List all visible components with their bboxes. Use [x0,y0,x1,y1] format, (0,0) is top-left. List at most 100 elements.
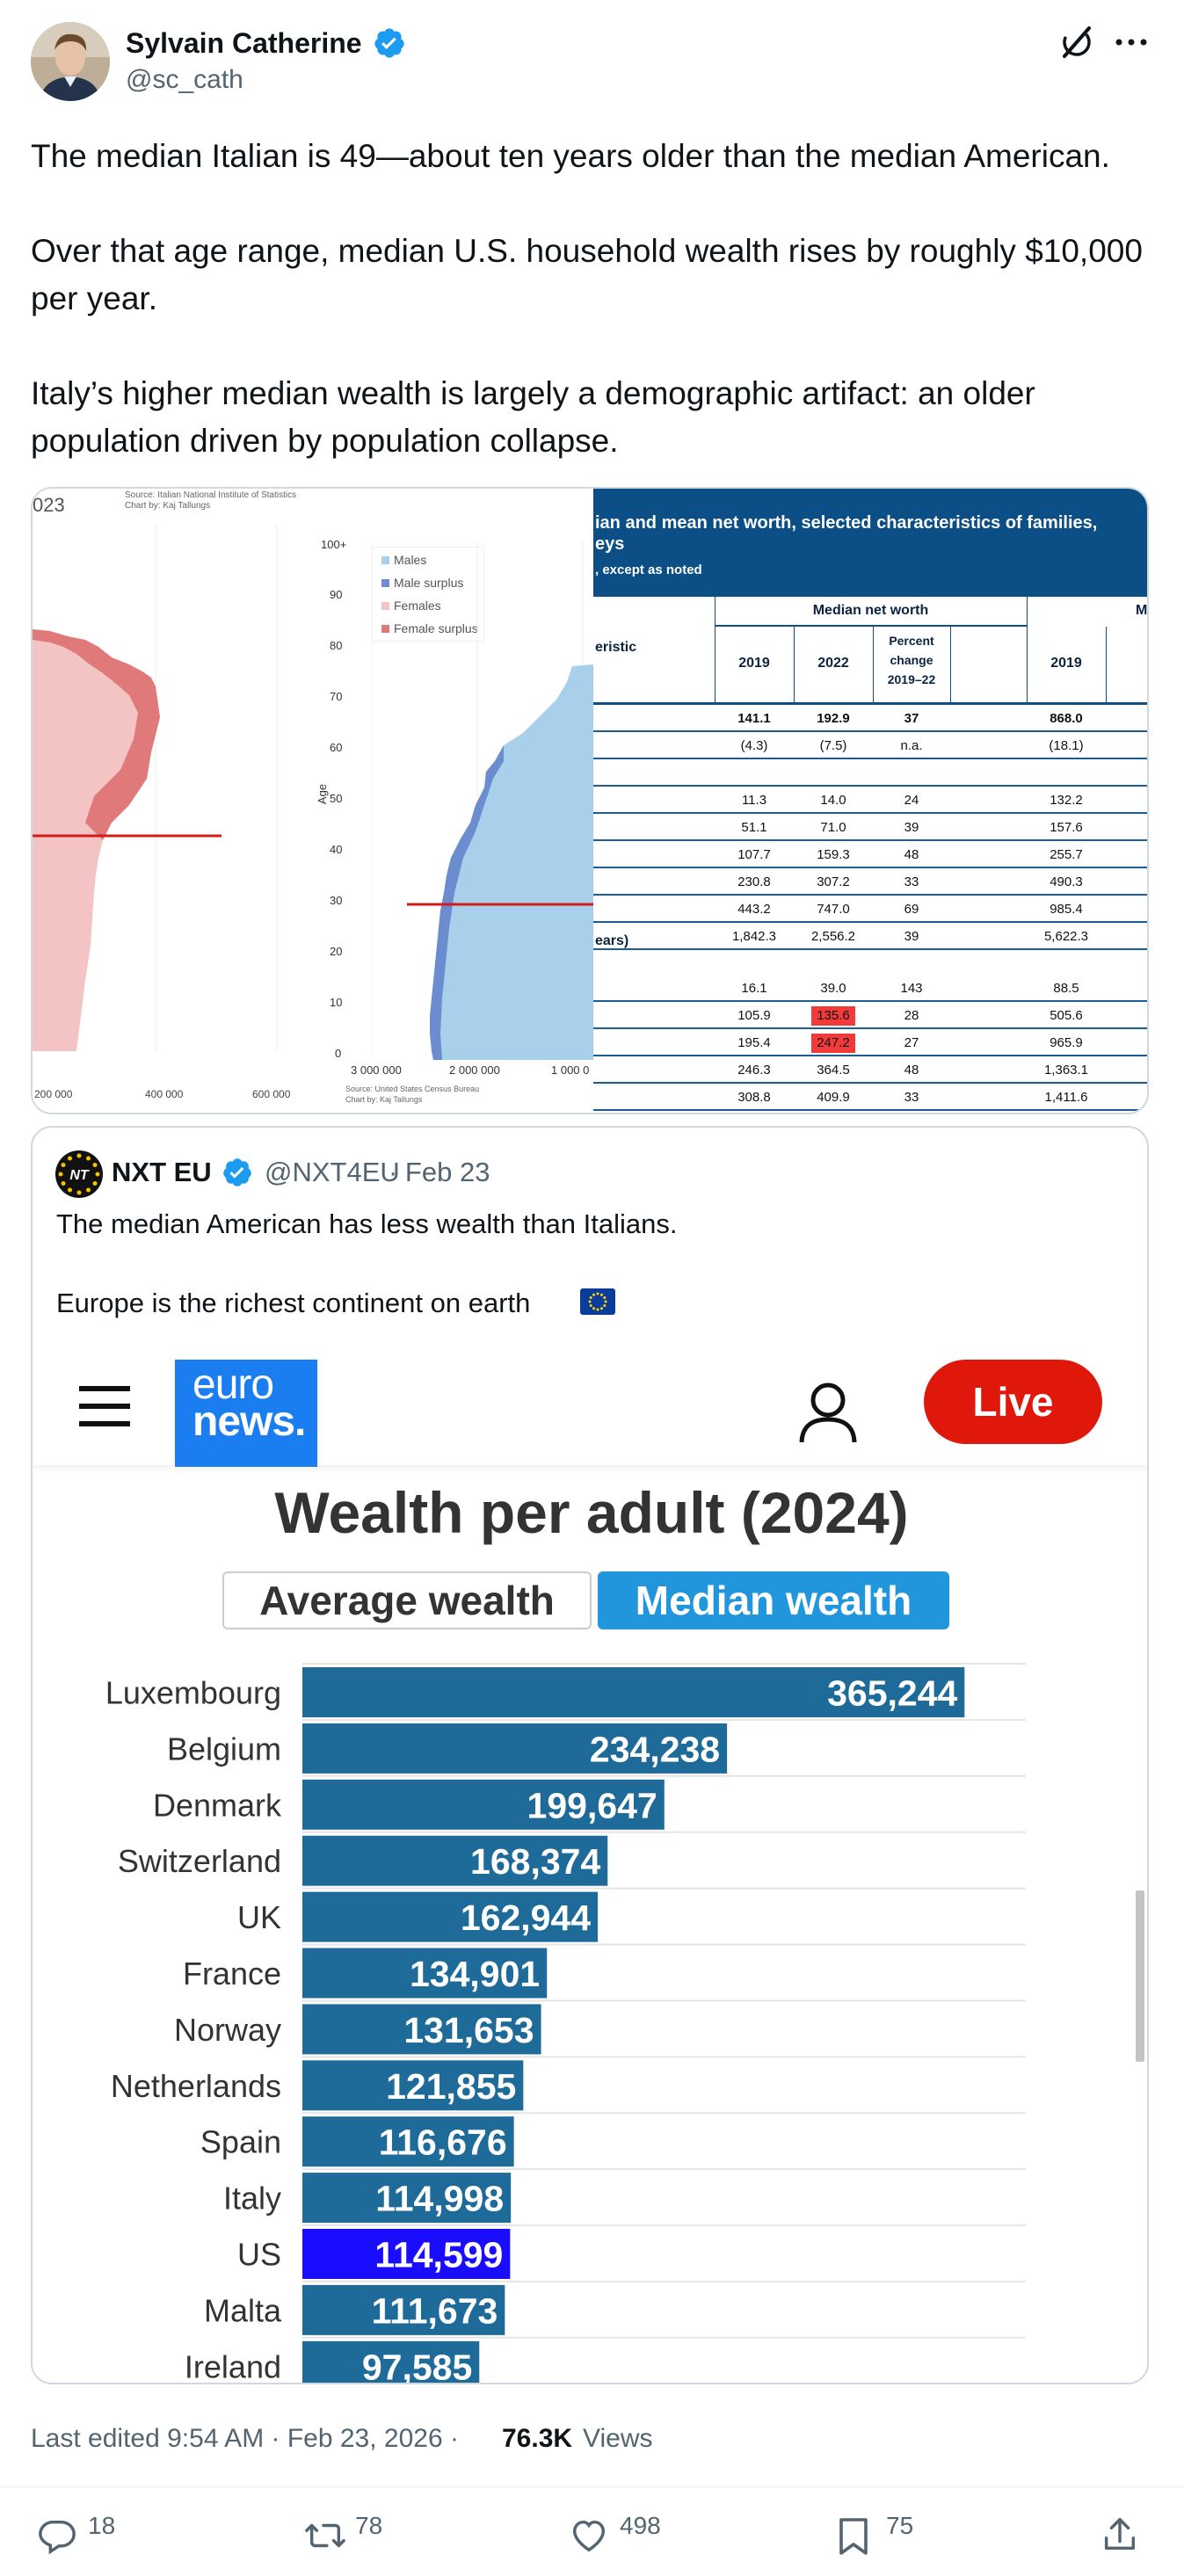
value-label: 116,676 [379,2122,507,2163]
bar-netherlands[interactable] [302,2060,524,2111]
author-avatar[interactable] [31,22,110,101]
fed-table-cell: 11.3 [741,793,767,808]
us-pyramid-plot [372,541,593,1060]
fed-table-row: 107.7 159.3 48 255.7 [593,841,1147,868]
eu-flag-icon [580,1288,615,1315]
fed-table-image[interactable]: ian and mean net worth, selected charact… [593,489,1147,1113]
us-pyramid-image[interactable]: 100+ 90 80 70 60 50 40 30 20 10 0 Age Ma… [314,489,593,1113]
quoted-post[interactable]: NT NXT EU @NXT4EU · Feb 23 The median Am… [31,1126,1149,2384]
fed-table-cell: 985.4 [1050,902,1083,917]
views-count: 76.3K [502,2424,573,2453]
bookmark-count[interactable]: 75 [886,2512,914,2539]
fed-table-cell: 51.1 [741,820,767,835]
tab-median-wealth[interactable]: Median wealth [598,1571,949,1629]
like-count[interactable]: 498 [620,2512,661,2539]
live-button[interactable]: Live [924,1360,1102,1444]
fed-col-2019: 2019 [738,656,770,671]
hamburger-menu-icon[interactable] [79,1384,130,1433]
fed-table-row: 443.2 747.0 69 985.4 [593,896,1147,923]
category-label: Belgium [167,1731,281,1767]
category-label: Denmark [153,1787,282,1823]
bar-malta[interactable] [302,2284,505,2335]
quoted-post-date[interactable]: · Feb 23 [389,1157,490,1187]
fed-col-2022: 2022 [817,656,849,671]
us-y-tick-100: 100+ [321,538,347,551]
fed-table-cell: (18.1) [1049,738,1084,753]
value-label: 114,599 [374,2235,503,2275]
fed-table-title-1: ian and mean net worth, selected charact… [595,513,1098,533]
bar-norway[interactable] [302,2004,541,2055]
bar-uk[interactable] [302,1891,599,1942]
author-name[interactable]: Sylvain Catherine [126,27,362,59]
fed-table-cell: 143 [900,981,923,996]
scrollbar-thumb[interactable] [1136,1890,1144,2062]
fed-table-row: 16.1 39.0 143 88.5 [593,975,1147,1002]
value-label: 168,374 [470,1841,600,1882]
bar-denmark[interactable] [302,1779,665,1830]
repost-icon[interactable] [303,2515,347,2560]
bar-luxembourg[interactable] [302,1667,965,1717]
fed-table-cell: 39 [904,929,919,944]
fed-table-row: 51.1 71.0 39 157.6 [593,814,1147,841]
italy-x-tick-1: 200 000 [34,1088,73,1100]
fed-table-cell [873,764,950,783]
fed-table-cell: 107.7 [737,847,771,862]
category-label: Malta [204,2292,282,2328]
bar-us[interactable] [302,2229,511,2279]
post-media[interactable]: 023 Source: Italian National Institute o… [31,487,1149,1114]
fed-table-row: 11.3 14.0 24 132.2 [593,787,1147,814]
quoted-author-handle[interactable]: @NXT4EU [265,1157,400,1187]
grok-icon[interactable] [1057,23,1096,66]
category-label: France [183,1956,281,1992]
fed-table-cell: 255.7 [1050,847,1083,862]
category-label: UK [237,1899,281,1935]
repost-count[interactable]: 78 [355,2512,383,2539]
quoted-author-avatar[interactable]: NT [55,1150,103,1198]
bar-ireland[interactable] [302,2340,480,2384]
more-options-icon[interactable] [1112,26,1151,62]
us-pyramid-legend: Males Male surplus Females Female surplu… [372,547,484,642]
fed-table-cell: 39 [904,820,919,835]
fed-table-cell: (4.3) [740,738,768,753]
quoted-author-name[interactable]: NXT EU [112,1157,212,1187]
tab-average-wealth[interactable]: Average wealth [222,1571,592,1629]
category-label: Ireland [185,2348,281,2384]
reply-icon[interactable] [37,2515,77,2560]
reply-count[interactable]: 18 [88,2512,116,2539]
fed-table-cell: 364.5 [817,1063,850,1078]
quoted-text-line-1: The median American has less wealth than… [56,1208,678,1239]
euronews-logo[interactable]: euro news. [175,1360,317,1467]
author-handle[interactable]: @sc_cath [126,65,243,94]
fed-col-mean-2019: 2019 [1050,656,1082,671]
italy-x-tick-2: 400 000 [145,1088,184,1100]
italy-pyramid-plot [33,524,278,1051]
fed-table-title-2: eys [595,534,625,554]
bar-spain[interactable] [302,2116,514,2167]
account-icon[interactable] [797,1381,859,1448]
fed-table-row: 195.4 247.2 27 965.9 [593,1029,1147,1056]
value-label: 111,673 [372,2290,498,2331]
italy-pyramid-source: Source: Italian National Institute of St… [125,490,297,500]
post-timestamp[interactable]: Last edited 9:54 AM · Feb 23, 2026 · [31,2424,459,2453]
fed-table-cell: 48 [904,847,919,862]
like-icon[interactable] [568,2515,610,2560]
fed-table-cell: 747.0 [817,902,850,917]
fed-table-cell [794,764,873,783]
quoted-verified-badge-icon [222,1157,253,1193]
fed-table-row: 141.1 192.9 37 868.0 [593,705,1147,732]
category-label: Norway [174,2012,281,2048]
bar-france[interactable] [302,1948,548,1999]
fed-table-cell [715,764,794,783]
bookmark-icon[interactable] [834,2515,873,2562]
italy-pyramid-image[interactable]: 023 Source: Italian National Institute o… [33,489,314,1113]
bar-italy[interactable] [302,2173,512,2224]
fed-table-cell: 195.4 [737,1035,771,1050]
euronews-screenshot[interactable]: euro news. Live Wealth per adult (2024) … [33,1354,1147,2384]
bar-belgium[interactable] [302,1723,728,1774]
bar-switzerland[interactable] [302,1835,608,1886]
fed-table-cell: 105.9 [737,1008,771,1023]
us-y-tick-70: 70 [330,690,343,703]
share-icon[interactable] [1100,2514,1140,2560]
fed-table-cell: 159.3 [817,847,850,862]
us-y-tick-20: 20 [330,945,343,958]
